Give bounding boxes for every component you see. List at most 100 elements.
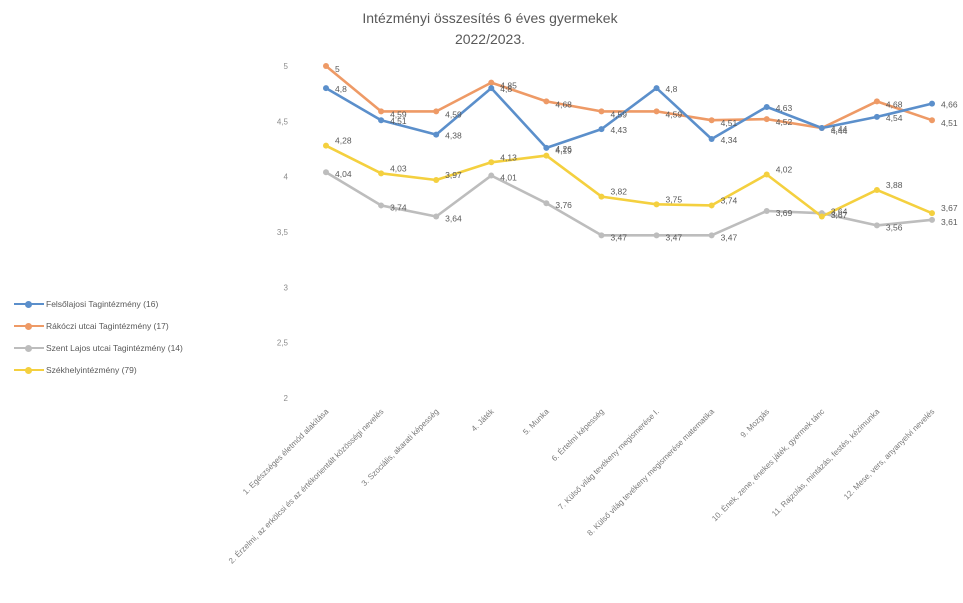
data-label: 4,28 [335,136,352,146]
data-labels: 4,04 3,74 3,64 4,01 3,76 3,47 3,47 3,47 3,69 3,67… [335,64,958,242]
data-point [543,152,550,159]
data-point [488,85,495,92]
x-tick-label: 12. Mese, vers, anyanyelvi nevelés [842,407,936,501]
data-point [653,232,660,239]
data-label: 4,59 [390,109,407,119]
data-label: 4,8 [500,84,512,94]
data-label: 3,64 [831,207,848,217]
data-label: 4,51 [941,118,958,128]
legend-item: Szent Lajos utcai Tagintézmény (14) [14,337,183,359]
data-label: 4,38 [445,131,462,141]
data-label: 3,97 [445,170,462,180]
y-tick-label: 3 [284,283,289,292]
series-line-4 [325,144,933,218]
data-label: 4,85 [500,81,517,91]
data-point [929,210,935,217]
data-label: 4,8 [666,84,678,94]
data-point [653,108,660,115]
data-label: 4,68 [555,99,572,109]
legend-label: Székhelyintézmény (79) [46,365,137,375]
data-label: 4,26 [555,144,572,154]
data-label: 4,43 [610,125,627,135]
data-point [929,216,935,223]
data-point [488,172,495,179]
x-tick-label: 5. Munka [521,407,551,437]
data-label: 3,64 [445,214,462,224]
data-label: 3,74 [390,202,407,212]
data-point [598,126,605,133]
legend-swatch-icon [14,299,44,309]
data-label: 4,02 [776,164,793,174]
data-label: 4,52 [776,117,793,127]
data-label: 4,03 [390,163,407,173]
x-tick-label: 1. Egészséges életmód alakítása [241,407,331,497]
data-label: 3,61 [941,217,958,227]
x-tick-label: 6. Értelmi képesség [550,407,606,463]
x-tick-label: 10. Ének, zene, énekes játék, gyermek tá… [710,407,826,523]
series-line-1 [325,86,933,150]
x-tick-label: 11. Rajzolás, mintázás, festés, kézimunk… [770,407,882,519]
data-label: 4,63 [776,103,793,113]
data-label: 4,59 [666,109,683,119]
y-tick-label: 2 [284,394,289,403]
x-tick-label: 9. Mozgás [739,407,771,439]
data-point [818,124,825,131]
series-line-2 [325,64,933,130]
data-point [763,207,770,214]
data-point [543,98,550,105]
data-point [763,116,770,123]
data-label: 3,47 [610,232,627,242]
data-label: 3,56 [886,222,903,232]
data-point [378,202,385,209]
legend-label: Szent Lajos utcai Tagintézmény (14) [46,343,183,353]
data-point [929,117,935,124]
legend-swatch-icon [14,343,44,353]
data-point [543,200,550,207]
data-point [708,232,715,239]
data-label: 4,51 [721,118,738,128]
data-label: 3,82 [610,187,627,197]
data-label: 3,69 [776,208,793,218]
series-lines [325,64,933,237]
data-label: 3,47 [721,232,738,242]
data-label: 4,04 [335,169,352,179]
data-label: 4,34 [721,135,738,145]
data-label: 4,13 [500,152,517,162]
data-point [873,186,880,193]
y-tick-label: 3,5 [277,228,289,237]
data-point [818,213,825,220]
data-label: 3,88 [886,180,903,190]
x-tick-label: 8. Külső világ tevékeny megismerése mate… [585,407,716,538]
data-point [653,201,660,208]
y-tick-label: 5 [284,62,289,71]
y-tick-label: 2,5 [277,339,289,348]
data-label: 4,44 [831,124,848,134]
data-point [708,136,715,143]
data-label: 4,51 [390,116,407,126]
data-point [763,103,770,110]
y-tick-label: 4 [284,173,289,182]
data-label: 4,59 [610,109,627,119]
data-point [873,222,880,229]
data-point [488,159,495,166]
data-label: 5 [335,64,340,74]
data-label: 3,67 [941,203,958,213]
data-label: 4,01 [500,173,517,183]
data-label: 4,44 [831,126,848,136]
series-line-3 [325,171,933,237]
data-point [653,85,660,92]
data-label: 3,47 [666,232,683,242]
legend-swatch-icon [14,365,44,375]
chart-title: Intézményi összesítés 6 éves gyermekek 2… [0,8,963,50]
series-points [323,63,935,239]
y-axis-tick-labels: 2 2,5 3 3,5 4 4,5 5 [277,62,289,403]
data-point [708,117,715,124]
data-point [763,171,770,178]
data-point [708,202,715,209]
chart-legend: Felsőlajosi Tagintézmény (16) Rákóczi utc… [14,293,183,381]
data-point [598,108,605,115]
chart-title-line-2: 2022/2023. [454,31,526,47]
data-label: 4,19 [555,146,572,156]
